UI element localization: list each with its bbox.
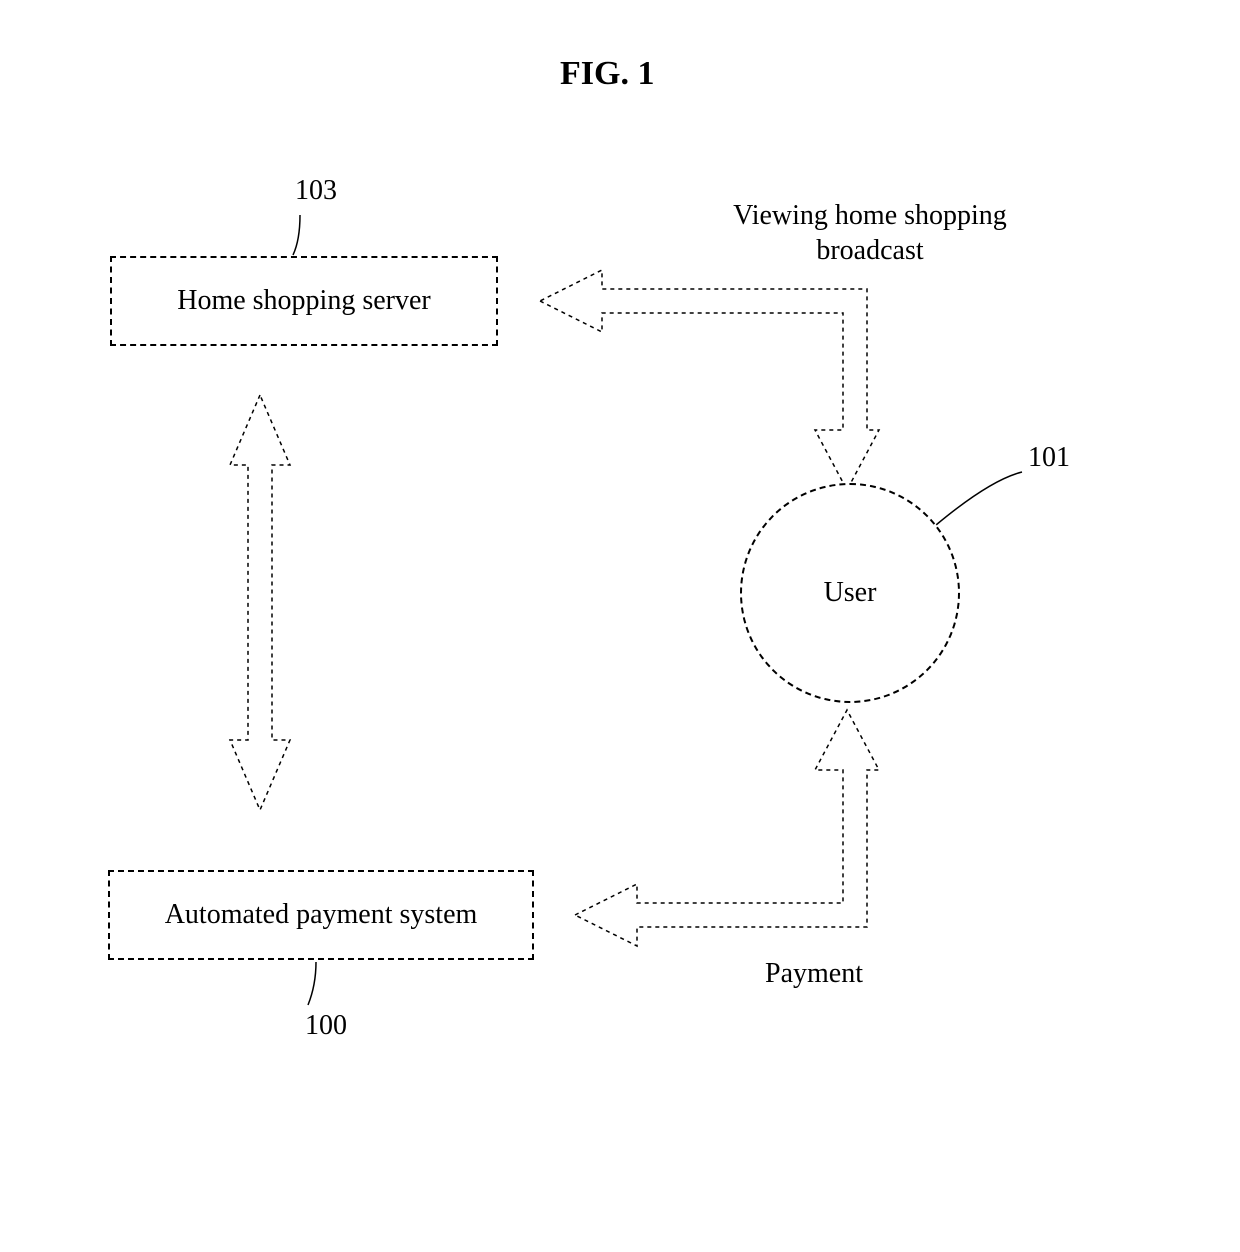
broadcast-label-line2: broadcast: [816, 235, 923, 266]
home-shopping-server-box: Home shopping server: [110, 256, 498, 346]
arrow-payment-user: [575, 710, 879, 946]
arrow-server-user: [540, 270, 879, 490]
leader-101: [936, 472, 1022, 525]
leader-103: [293, 215, 300, 255]
user-label: User: [824, 577, 877, 609]
ref-100: 100: [305, 1010, 347, 1042]
leader-100: [308, 962, 316, 1005]
broadcast-label-line1: Viewing home shopping: [733, 200, 1007, 231]
svg-layer: [0, 0, 1240, 1252]
user-circle: User: [740, 483, 960, 703]
ref-103: 103: [295, 175, 337, 207]
arrow-server-payment: [230, 395, 290, 810]
ref-101: 101: [1028, 442, 1070, 474]
payment-label: Payment: [765, 958, 863, 990]
diagram-canvas: FIG. 1 Home shopping server: [0, 0, 1240, 1252]
automated-payment-system-label: Automated payment system: [165, 899, 478, 931]
broadcast-label: Viewing home shopping broadcast: [700, 198, 1040, 268]
home-shopping-server-label: Home shopping server: [177, 285, 431, 317]
automated-payment-system-box: Automated payment system: [108, 870, 534, 960]
